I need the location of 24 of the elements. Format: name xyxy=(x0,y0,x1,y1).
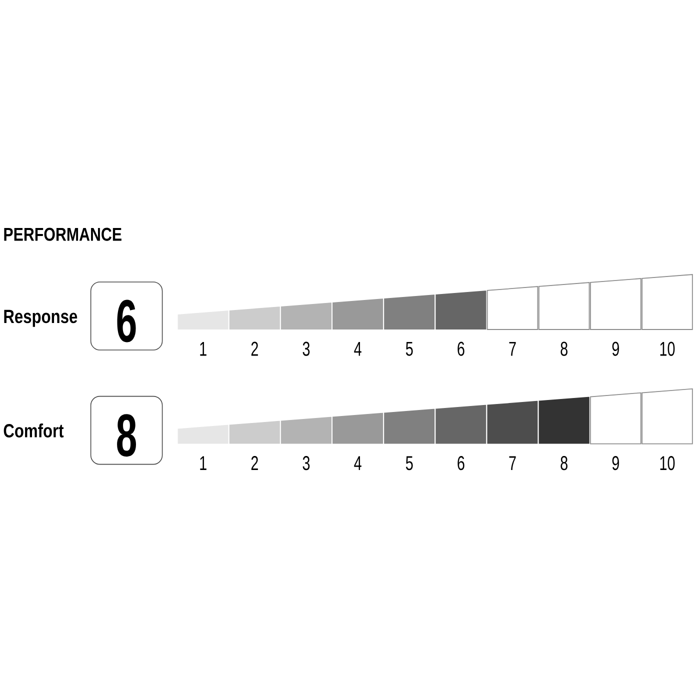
x-tick-label: 5 xyxy=(406,456,413,470)
total-label: 6 xyxy=(117,300,136,342)
text: 1 xyxy=(200,342,206,356)
x-tick-label: 8 xyxy=(560,456,568,470)
x-tick-label: 3 xyxy=(302,456,310,470)
text: 4 xyxy=(354,342,362,356)
y-tick-label: Response xyxy=(4,310,78,327)
chart-title: PERFORMANCE xyxy=(4,228,122,241)
x-tick-label: 9 xyxy=(612,456,619,470)
x-tick-label: 10 xyxy=(660,456,675,470)
x-tick-label: 7 xyxy=(509,456,516,470)
text: 9 xyxy=(612,342,619,356)
y-tick-label: Comfort xyxy=(4,424,64,438)
text: 10 xyxy=(660,342,675,356)
text: 2 xyxy=(251,342,258,356)
text: 7 xyxy=(509,342,516,356)
x-tick-label: 1 xyxy=(200,456,206,470)
text: 8 xyxy=(560,342,568,356)
text: 5 xyxy=(406,342,413,356)
text: 6 xyxy=(458,342,464,356)
x-tick-label: 6 xyxy=(458,456,464,470)
x-tick-label: 2 xyxy=(251,456,258,470)
x-tick-label: 4 xyxy=(354,456,362,470)
text: 3 xyxy=(302,342,310,356)
